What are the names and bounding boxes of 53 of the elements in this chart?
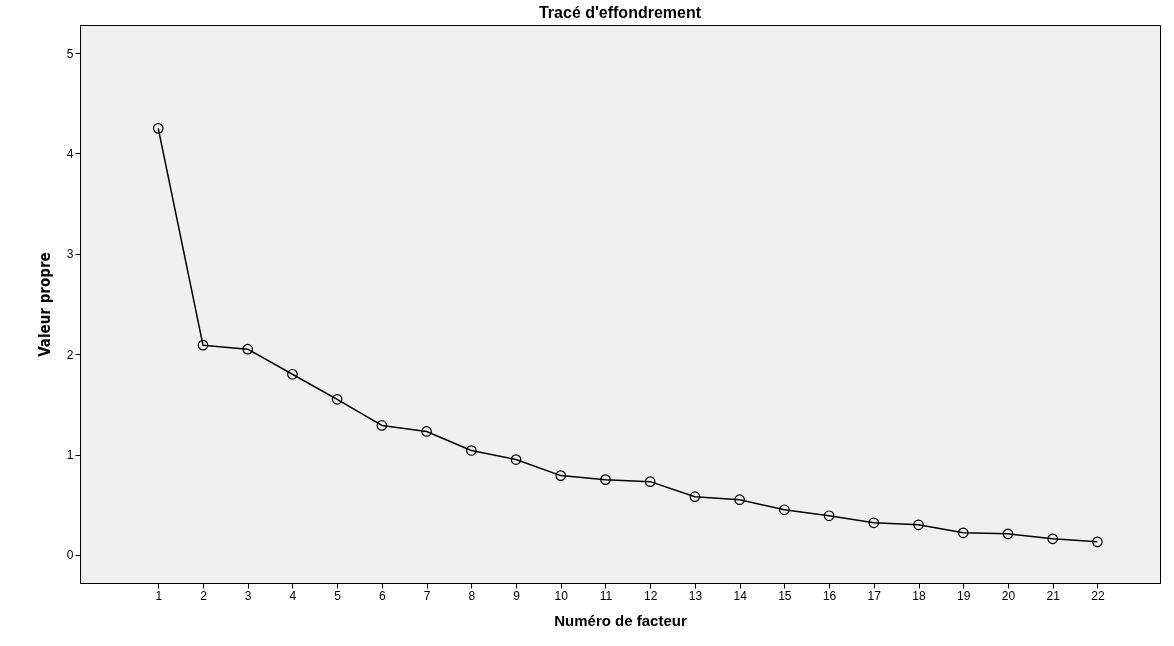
x-axis-title: Numéro de facteur	[554, 611, 687, 629]
x-tick-label: 21	[1046, 588, 1061, 603]
x-tick-label: 2	[200, 588, 208, 603]
x-tick-label: 1	[155, 588, 163, 603]
x-tick-label: 14	[733, 588, 748, 603]
point	[510, 454, 522, 465]
x-tick-label: 12	[644, 588, 658, 603]
point	[421, 426, 432, 437]
x-tick-label: 10	[554, 588, 569, 603]
y-tick-label: 5	[66, 46, 74, 61]
point	[600, 474, 611, 485]
point	[957, 527, 969, 539]
y-tick-label: 3	[66, 247, 74, 262]
x-tick-label: 3	[244, 588, 252, 603]
x-tick-label: 4	[289, 588, 297, 603]
point	[1002, 528, 1014, 540]
x-tick-label: 9	[513, 588, 521, 603]
point	[1047, 533, 1059, 545]
y-tick-label: 1	[66, 448, 74, 463]
x-tick-label: 7	[423, 588, 431, 603]
x-tick-label: 15	[778, 588, 792, 603]
point	[868, 517, 880, 529]
x-tick-label: 6	[379, 588, 387, 603]
x-tick-label: 8	[468, 588, 476, 603]
point	[197, 339, 209, 351]
chart-title: Tracé d'effondrement	[538, 4, 702, 21]
point	[465, 445, 477, 456]
point	[152, 123, 164, 134]
point	[1092, 536, 1103, 548]
y-tick-label: 0	[66, 548, 74, 563]
y-tick-label: 4	[66, 146, 74, 161]
point	[689, 491, 701, 503]
x-tick-label: 17	[867, 588, 882, 603]
point	[287, 368, 298, 380]
point	[823, 510, 835, 522]
point	[376, 420, 388, 431]
point	[734, 494, 745, 506]
x-tick-label: 16	[822, 588, 837, 603]
point	[644, 476, 656, 487]
x-tick-label: 19	[957, 588, 971, 603]
x-tick-label: 13	[688, 588, 703, 603]
x-tick-label: 22	[1091, 588, 1105, 603]
x-tick-label: 5	[334, 588, 342, 603]
point	[555, 470, 567, 481]
x-tick-label: 20	[1001, 588, 1016, 603]
y-axis-title: Valeur propre	[35, 252, 54, 357]
point	[913, 519, 924, 531]
x-tick-label: 11	[599, 588, 613, 603]
point	[331, 394, 343, 405]
y-tick-label: 2	[66, 347, 74, 362]
x-tick-label: 18	[912, 588, 926, 603]
point	[779, 504, 790, 516]
point	[242, 343, 254, 355]
